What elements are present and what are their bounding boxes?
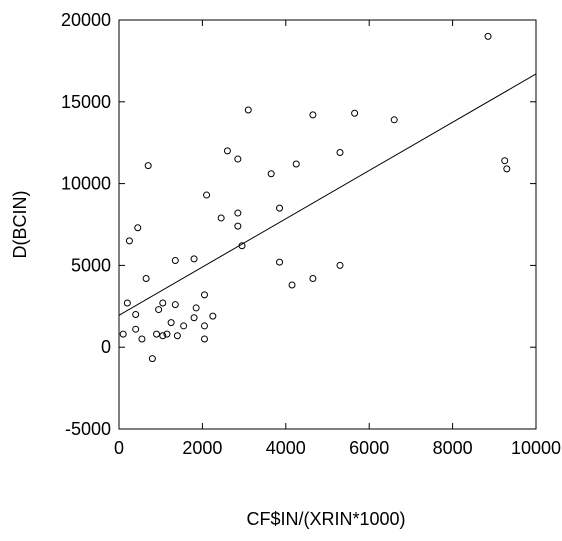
scatter-point xyxy=(180,322,188,330)
scatter-point xyxy=(501,157,509,165)
scatter-point xyxy=(276,258,284,266)
scatter-point xyxy=(309,274,317,282)
scatter-point xyxy=(336,149,344,157)
scatter-point xyxy=(159,299,167,307)
scatter-point xyxy=(234,155,242,163)
scatter-point xyxy=(167,319,175,327)
scatter-point xyxy=(134,224,142,232)
y-tick-label: 0 xyxy=(101,337,111,357)
scatter-point xyxy=(234,209,242,217)
scatter-point xyxy=(200,322,208,330)
scatter-point xyxy=(119,330,127,338)
scatter-point xyxy=(144,162,152,170)
scatter-point xyxy=(203,191,211,199)
plot-frame xyxy=(118,19,537,430)
x-tick-label: 8000 xyxy=(433,438,473,458)
scatter-point xyxy=(153,330,161,338)
scatter-point xyxy=(171,256,179,264)
scatter-point xyxy=(288,281,296,289)
scatter-point xyxy=(132,325,140,333)
scatter-point xyxy=(173,332,181,340)
scatter-point xyxy=(125,237,133,245)
x-tick-label: 2000 xyxy=(182,438,222,458)
y-tick-label: 15000 xyxy=(61,92,111,112)
y-tick-label: -5000 xyxy=(65,419,111,439)
scatter-point xyxy=(138,335,146,343)
scatter-point xyxy=(390,116,398,124)
scatter-point xyxy=(292,160,300,168)
x-tick-label: 0 xyxy=(114,438,124,458)
scatter-point xyxy=(159,332,167,340)
scatter-point xyxy=(209,312,217,320)
scatter-point xyxy=(132,310,140,318)
x-tick-label: 6000 xyxy=(349,438,389,458)
scatter-point xyxy=(244,106,252,114)
scatter-point xyxy=(484,32,492,40)
scatter-point xyxy=(351,109,359,117)
scatter-point xyxy=(276,204,284,212)
scatter-point xyxy=(190,255,198,263)
scatter-point xyxy=(234,222,242,230)
x-tick-label: 4000 xyxy=(266,438,306,458)
scatter-point xyxy=(200,335,208,343)
scatter-point xyxy=(336,261,344,269)
scatter-point xyxy=(123,299,131,307)
y-tick-label: 20000 xyxy=(61,10,111,30)
scatter-point xyxy=(309,111,317,119)
scatter-point xyxy=(190,314,198,322)
regression-line xyxy=(118,73,537,316)
scatter-point xyxy=(142,274,150,282)
y-tick-label: 5000 xyxy=(71,255,111,275)
x-tick-label: 10000 xyxy=(511,438,561,458)
scatter-point xyxy=(238,242,246,250)
scatter-point xyxy=(200,291,208,299)
scatter-point xyxy=(171,301,179,309)
y-tick-label: 10000 xyxy=(61,174,111,194)
scatter-point xyxy=(148,355,156,363)
scatter-point xyxy=(503,165,511,173)
scatter-point xyxy=(192,304,200,312)
scatter-point xyxy=(223,147,231,155)
scatter-point xyxy=(155,306,163,314)
y-axis-label: D(BCIN) xyxy=(10,191,30,259)
scatter-point xyxy=(267,170,275,178)
scatter-point xyxy=(217,214,225,222)
scatter-point xyxy=(163,330,171,338)
x-axis-label: CF$IN/(XRIN*1000) xyxy=(246,509,405,529)
